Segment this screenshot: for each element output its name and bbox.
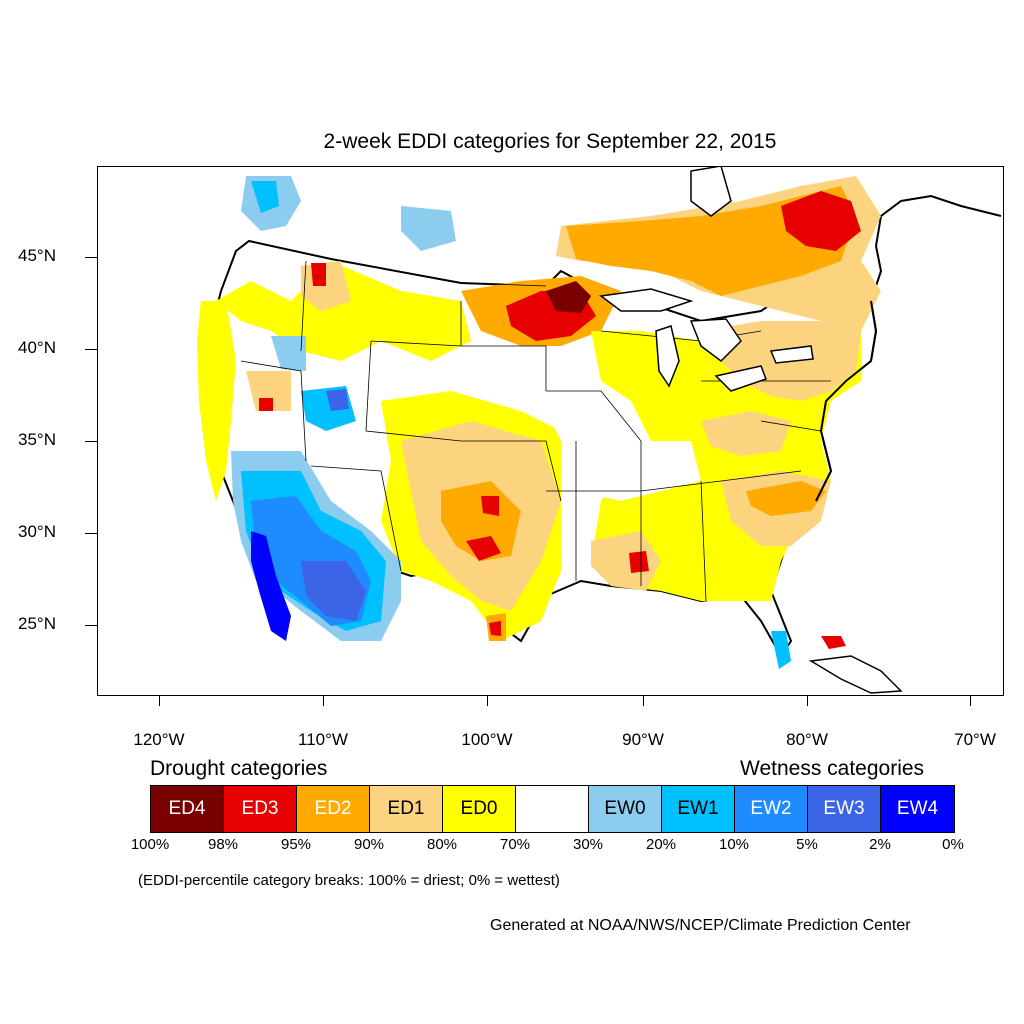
region-ew0-idaho [271,336,306,371]
percentile-label: 100% [130,836,170,853]
map-title: 2-week EDDI categories for September 22,… [323,130,777,153]
lon-tick [159,696,160,706]
lon-label-70: 70°W [954,730,996,749]
legend-note: (EDDI-percentile category breaks: 100% =… [138,872,560,889]
lon-tick [807,696,808,706]
hudson-bay [690,167,732,217]
great-lakes [599,288,814,392]
lon-label-80: 80°W [786,730,828,749]
lat-tick [85,441,97,442]
lat-tick [85,625,97,626]
lat-tick [85,349,97,350]
percentile-label: 5% [796,836,818,853]
percentile-label: 10% [718,836,750,853]
percentile-label: 30% [572,836,604,853]
lon-label-120: 120°W [133,730,185,749]
wetness-heading: Wetness categories [740,757,925,780]
legend-box-ew4: EW4 [881,786,954,832]
legend-box-normal [516,786,589,832]
percentile-label: 90% [353,836,385,853]
percentile-label: 2% [869,836,891,853]
region-ed3-south-texas [489,621,501,636]
percentile-label: 80% [426,836,458,853]
region-ed0-california [197,301,236,501]
region-ew3-mexico [301,561,366,621]
legend-box-ed4: ED4 [151,786,224,832]
percentile-label: 20% [645,836,677,853]
region-ew1-florida [771,631,791,669]
lon-label-90: 90°W [622,730,664,749]
atlantic-coast [815,194,1002,502]
lat-tick [85,257,97,258]
lon-label-100: 100°W [461,730,513,749]
lat-label-25: 25°N [18,614,56,633]
legend-box-ew2: EW2 [735,786,808,832]
lat-label-35: 35°N [18,430,56,449]
credit-line: Generated at NOAA/NWS/NCEP/Climate Predi… [490,917,911,934]
region-ed3-montana [311,263,326,286]
bahamas-ed [821,636,846,649]
eddi-map [97,166,1004,696]
cuba [808,655,903,694]
state-borders [240,240,831,602]
lon-tick [643,696,644,706]
region-ed1-nevada [246,371,291,411]
legend-box-ed2: ED2 [297,786,370,832]
category-legend: ED4 ED3 ED2 ED1 ED0 EW0 EW1 EW2 EW3 EW4 [150,785,955,833]
lat-label-45: 45°N [18,246,56,265]
region-ed2-carolinas [746,481,826,516]
percentile-label: 70% [499,836,531,853]
percentile-label: 95% [280,836,312,853]
lat-tick [85,533,97,534]
lat-label-40: 40°N [18,338,56,357]
region-ew3-utah [326,389,349,411]
region-ew4-baja [251,531,291,641]
lon-tick [487,696,488,706]
region-ed1-lower-miss [591,531,661,591]
legend-box-ew0: EW0 [589,786,662,832]
legend-box-ew1: EW1 [662,786,735,832]
drought-heading: Drought categories [150,757,328,780]
lon-tick [323,696,324,706]
region-ew0-canada-west [401,206,456,251]
region-ed3-ontario [781,191,861,251]
eddi-map-canvas [197,167,1002,694]
region-ed2-texas [441,481,521,561]
region-normal-midwest [546,381,701,501]
region-ew1-pnw [251,181,279,213]
lat-label-30: 30°N [18,522,56,541]
region-ed3-mississippi [629,551,649,573]
legend-box-ed1: ED1 [370,786,443,832]
lon-label-110: 110°W [298,730,348,749]
region-ed4-minnesota [546,281,591,313]
percentile-label: 0% [942,836,964,853]
percentile-label: 98% [207,836,239,853]
lon-tick [970,696,971,706]
region-ed3-nevada [259,398,273,411]
region-ed3-oklahoma [481,496,499,516]
legend-box-ed3: ED3 [224,786,297,832]
legend-box-ed0: ED0 [443,786,516,832]
region-ed3-texas [466,536,501,561]
legend-box-ew3: EW3 [808,786,881,832]
